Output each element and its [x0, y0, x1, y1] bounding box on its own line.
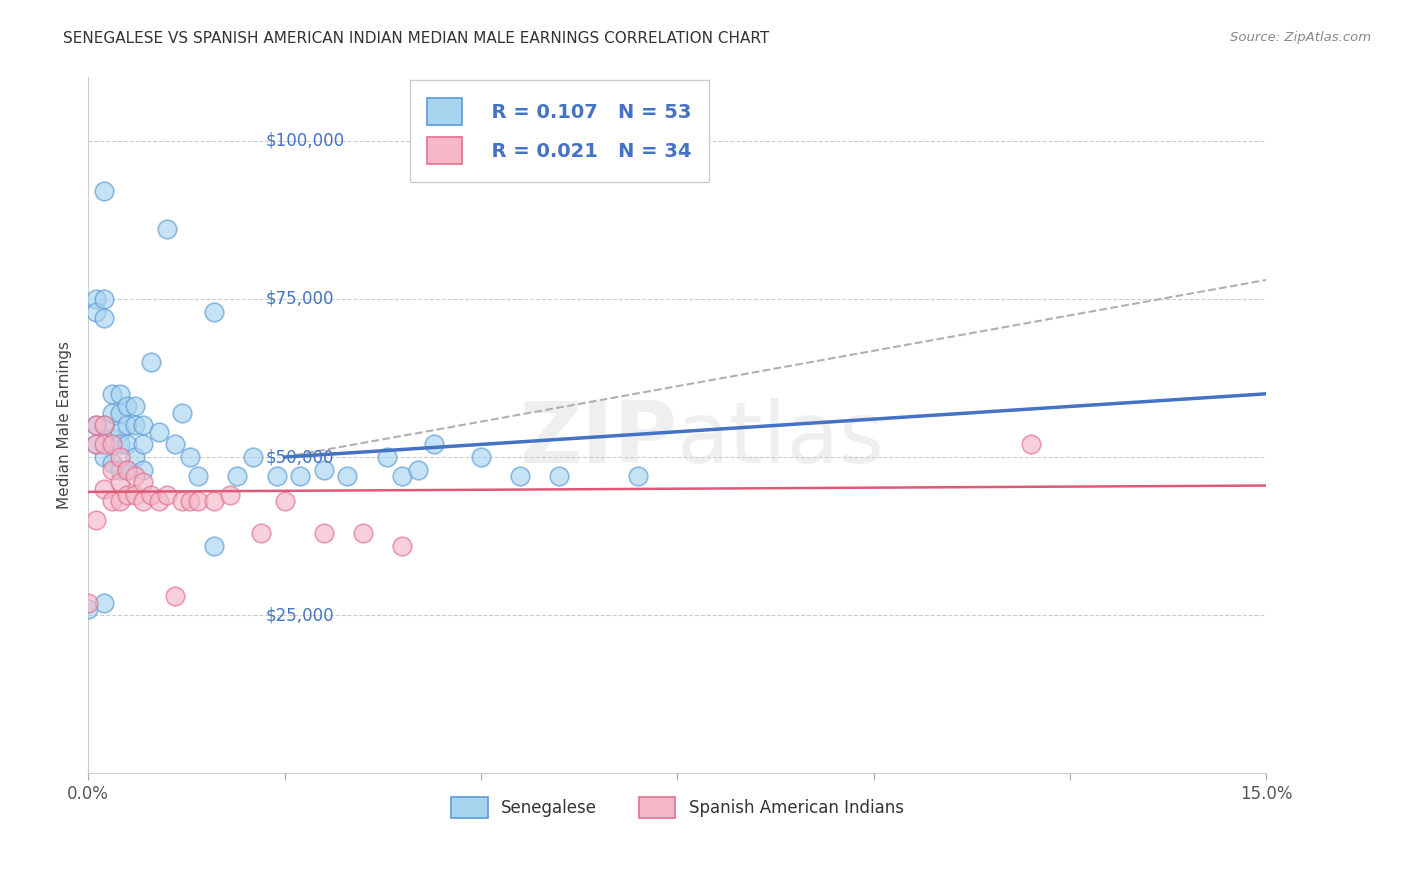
- Point: [336, 469, 359, 483]
- Point: [117, 463, 139, 477]
- Point: [627, 469, 650, 483]
- Point: [124, 418, 146, 433]
- Point: [148, 425, 170, 439]
- Point: [84, 513, 107, 527]
- Point: [100, 463, 122, 477]
- Point: [108, 425, 131, 439]
- Point: [124, 488, 146, 502]
- Point: [250, 526, 273, 541]
- Point: [156, 222, 179, 236]
- Point: [93, 418, 115, 433]
- Point: [100, 494, 122, 508]
- Point: [93, 184, 115, 198]
- Point: [108, 406, 131, 420]
- Point: [312, 463, 335, 477]
- Point: [93, 437, 115, 451]
- Point: [273, 494, 295, 508]
- Point: [93, 292, 115, 306]
- Point: [179, 450, 201, 464]
- Point: [132, 463, 155, 477]
- Point: [226, 469, 249, 483]
- Point: [93, 450, 115, 464]
- Text: ZIP: ZIP: [519, 398, 678, 481]
- Point: [290, 469, 312, 483]
- Point: [100, 386, 122, 401]
- Point: [100, 431, 122, 445]
- Point: [391, 539, 413, 553]
- Point: [406, 463, 429, 477]
- Point: [124, 400, 146, 414]
- Text: SENEGALESE VS SPANISH AMERICAN INDIAN MEDIAN MALE EARNINGS CORRELATION CHART: SENEGALESE VS SPANISH AMERICAN INDIAN ME…: [63, 31, 769, 46]
- Point: [84, 418, 107, 433]
- Point: [108, 463, 131, 477]
- Point: [108, 450, 131, 464]
- Y-axis label: Median Male Earnings: Median Male Earnings: [58, 342, 72, 509]
- Point: [179, 494, 201, 508]
- Point: [93, 482, 115, 496]
- Point: [124, 469, 146, 483]
- Point: [156, 488, 179, 502]
- Point: [93, 310, 115, 325]
- Point: [163, 437, 186, 451]
- Point: [108, 386, 131, 401]
- Point: [202, 539, 225, 553]
- Point: [163, 589, 186, 603]
- Point: [202, 304, 225, 318]
- Point: [124, 450, 146, 464]
- Point: [132, 494, 155, 508]
- Point: [509, 469, 531, 483]
- Legend: Senegalese, Spanish American Indians: Senegalese, Spanish American Indians: [444, 790, 910, 824]
- Point: [148, 494, 170, 508]
- Point: [84, 437, 107, 451]
- Text: atlas: atlas: [678, 398, 886, 481]
- Point: [117, 437, 139, 451]
- Point: [187, 469, 209, 483]
- Text: $25,000: $25,000: [266, 607, 335, 624]
- Point: [84, 418, 107, 433]
- Point: [218, 488, 240, 502]
- Point: [132, 475, 155, 490]
- Point: [202, 494, 225, 508]
- Point: [172, 406, 194, 420]
- Point: [108, 475, 131, 490]
- Point: [108, 437, 131, 451]
- Point: [375, 450, 398, 464]
- Point: [470, 450, 492, 464]
- Point: [84, 304, 107, 318]
- Point: [100, 437, 122, 451]
- Point: [132, 418, 155, 433]
- Point: [100, 406, 122, 420]
- Point: [391, 469, 413, 483]
- Point: [312, 526, 335, 541]
- Point: [77, 596, 100, 610]
- Point: [242, 450, 264, 464]
- Point: [266, 469, 288, 483]
- Text: $50,000: $50,000: [266, 448, 335, 467]
- Text: Source: ZipAtlas.com: Source: ZipAtlas.com: [1230, 31, 1371, 45]
- Point: [132, 437, 155, 451]
- Point: [100, 457, 122, 471]
- Point: [93, 418, 115, 433]
- Text: $100,000: $100,000: [266, 132, 346, 150]
- Point: [84, 437, 107, 451]
- Point: [93, 596, 115, 610]
- Point: [548, 469, 571, 483]
- Point: [117, 463, 139, 477]
- Point: [423, 437, 446, 451]
- Point: [139, 355, 162, 369]
- Point: [117, 400, 139, 414]
- Point: [108, 494, 131, 508]
- Point: [352, 526, 374, 541]
- Point: [172, 494, 194, 508]
- Point: [84, 292, 107, 306]
- Point: [117, 418, 139, 433]
- Point: [1019, 437, 1042, 451]
- Point: [139, 488, 162, 502]
- Text: $75,000: $75,000: [266, 290, 335, 308]
- Point: [77, 602, 100, 616]
- Point: [187, 494, 209, 508]
- Point: [117, 488, 139, 502]
